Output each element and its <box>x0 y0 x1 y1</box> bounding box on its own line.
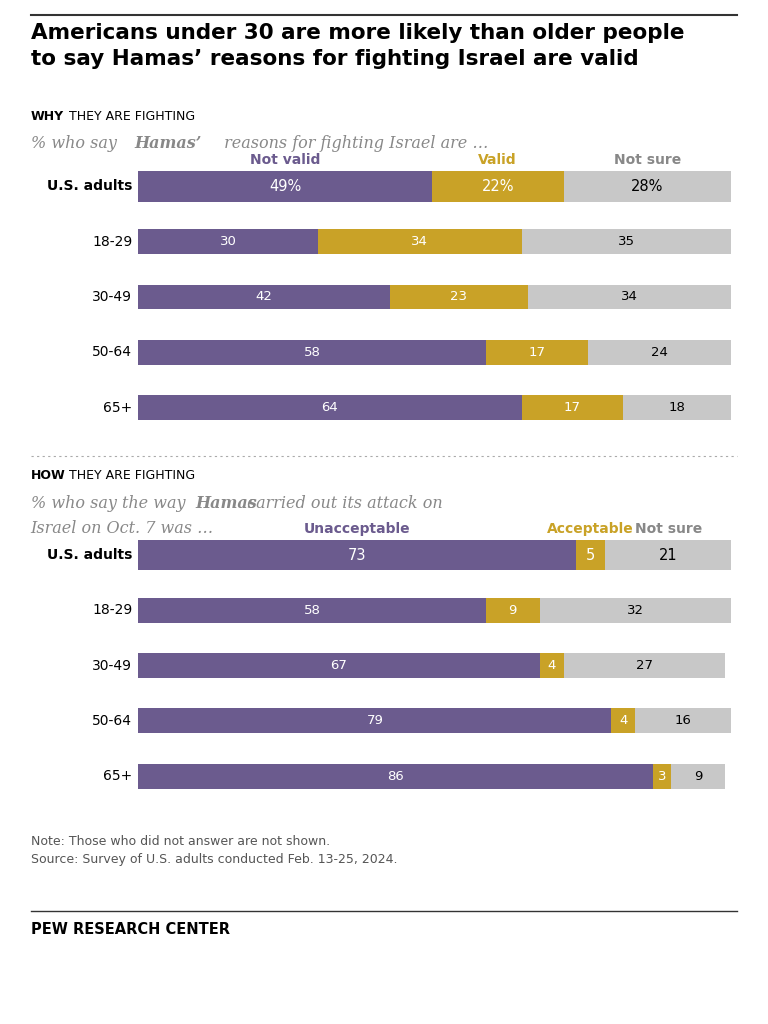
Text: 65+: 65+ <box>103 769 132 783</box>
Text: 79: 79 <box>366 715 383 727</box>
Text: 58: 58 <box>303 604 320 616</box>
Bar <box>138 285 390 309</box>
Text: 18-29: 18-29 <box>92 234 132 249</box>
Text: U.S. adults: U.S. adults <box>47 179 132 194</box>
Text: 18-29: 18-29 <box>92 603 132 617</box>
Bar <box>138 229 318 254</box>
Text: 34: 34 <box>621 291 638 303</box>
Text: Note: Those who did not answer are not shown.: Note: Those who did not answer are not s… <box>31 835 329 848</box>
Text: Hamas’: Hamas’ <box>134 135 202 153</box>
Text: 21: 21 <box>659 548 677 562</box>
Text: 4: 4 <box>548 659 556 672</box>
Text: 34: 34 <box>412 236 429 248</box>
Text: % who say: % who say <box>31 135 121 153</box>
Text: PEW RESEARCH CENTER: PEW RESEARCH CENTER <box>31 922 230 937</box>
Text: 9: 9 <box>508 604 517 616</box>
Text: Hamas: Hamas <box>196 495 257 512</box>
Bar <box>138 171 432 202</box>
Bar <box>564 171 731 202</box>
Bar <box>540 598 731 623</box>
Text: 73: 73 <box>348 548 366 562</box>
Bar <box>654 764 671 788</box>
Bar <box>138 709 611 733</box>
Text: 17: 17 <box>564 401 581 414</box>
Text: reasons for fighting Israel are …: reasons for fighting Israel are … <box>219 135 488 153</box>
Text: 30-49: 30-49 <box>92 658 132 673</box>
Bar <box>611 709 635 733</box>
Text: WHY: WHY <box>31 110 64 123</box>
Bar <box>138 764 654 788</box>
Text: 42: 42 <box>256 291 273 303</box>
Text: Israel on Oct. 7 was …: Israel on Oct. 7 was … <box>31 520 214 538</box>
Text: 4: 4 <box>619 715 627 727</box>
Bar <box>521 229 731 254</box>
Text: 35: 35 <box>618 236 635 248</box>
Text: 65+: 65+ <box>103 400 132 415</box>
Text: 64: 64 <box>322 401 339 414</box>
Bar <box>540 653 564 678</box>
Bar <box>528 285 731 309</box>
Text: 18: 18 <box>669 401 686 414</box>
Text: 16: 16 <box>675 715 692 727</box>
Text: 27: 27 <box>636 659 653 672</box>
Text: % who say the way: % who say the way <box>31 495 190 512</box>
Text: 24: 24 <box>651 346 668 358</box>
Bar <box>624 395 731 420</box>
Text: Not sure: Not sure <box>614 153 681 167</box>
Text: 17: 17 <box>528 346 545 358</box>
Bar <box>575 540 605 570</box>
Bar <box>138 395 521 420</box>
Bar <box>564 653 725 678</box>
Bar <box>485 598 540 623</box>
Text: 22%: 22% <box>482 179 514 194</box>
Bar <box>671 764 725 788</box>
Bar <box>635 709 731 733</box>
Text: THEY ARE FIGHTING: THEY ARE FIGHTING <box>65 110 195 123</box>
Bar <box>521 395 624 420</box>
Text: 32: 32 <box>627 604 644 616</box>
Text: 58: 58 <box>303 346 320 358</box>
Text: to say Hamas’ reasons for fighting Israel are valid: to say Hamas’ reasons for fighting Israe… <box>31 49 638 70</box>
Bar <box>318 229 521 254</box>
Text: 50-64: 50-64 <box>92 345 132 359</box>
Text: 23: 23 <box>450 291 467 303</box>
Bar <box>138 340 485 365</box>
Text: 5: 5 <box>586 548 595 562</box>
Text: Americans under 30 are more likely than older people: Americans under 30 are more likely than … <box>31 23 684 43</box>
Text: Not sure: Not sure <box>635 521 702 536</box>
Text: 30: 30 <box>220 236 237 248</box>
Text: 30-49: 30-49 <box>92 290 132 304</box>
Text: 28%: 28% <box>631 179 664 194</box>
Text: Acceptable: Acceptable <box>547 521 634 536</box>
Bar <box>138 653 540 678</box>
Text: 50-64: 50-64 <box>92 714 132 728</box>
Text: 86: 86 <box>387 770 404 782</box>
Text: Unacceptable: Unacceptable <box>303 521 410 536</box>
Bar <box>605 540 731 570</box>
Bar <box>588 340 731 365</box>
Bar <box>485 340 588 365</box>
Text: THEY ARE FIGHTING: THEY ARE FIGHTING <box>65 469 195 482</box>
Bar <box>138 598 485 623</box>
Text: U.S. adults: U.S. adults <box>47 548 132 562</box>
Text: 49%: 49% <box>269 179 301 194</box>
Text: Not valid: Not valid <box>250 153 320 167</box>
Text: Source: Survey of U.S. adults conducted Feb. 13-25, 2024.: Source: Survey of U.S. adults conducted … <box>31 853 397 866</box>
Text: 3: 3 <box>658 770 667 782</box>
Text: 9: 9 <box>694 770 703 782</box>
Text: 67: 67 <box>330 659 347 672</box>
Text: carried out its attack on: carried out its attack on <box>242 495 442 512</box>
Text: Valid: Valid <box>478 153 517 167</box>
Text: HOW: HOW <box>31 469 65 482</box>
Bar <box>138 540 575 570</box>
Bar <box>432 171 564 202</box>
Bar <box>390 285 528 309</box>
